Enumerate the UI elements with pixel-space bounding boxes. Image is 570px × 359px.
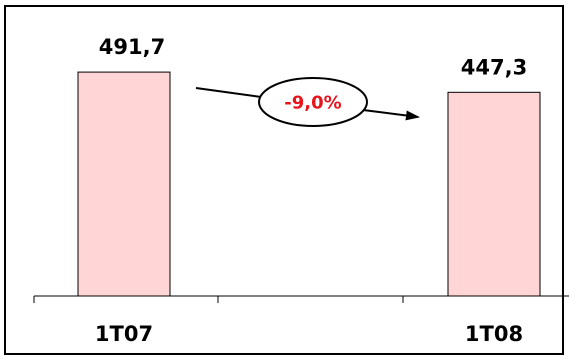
bar-1t08	[447, 91, 541, 297]
bar-1t07	[77, 71, 171, 297]
annotation-ellipse	[258, 77, 368, 127]
category-label-1t08: 1T08	[465, 322, 523, 346]
change-percent-label: -9,0%	[284, 93, 341, 114]
change-annotation: -9,0%	[195, 77, 420, 127]
x-axis	[33, 295, 569, 303]
value-label-1t08: 447,3	[461, 55, 527, 79]
value-label-1t07: 491,7	[99, 35, 165, 59]
category-label-1t07: 1T07	[95, 322, 153, 346]
annotation-arrow	[362, 109, 420, 121]
annotation-line	[195, 87, 262, 98]
